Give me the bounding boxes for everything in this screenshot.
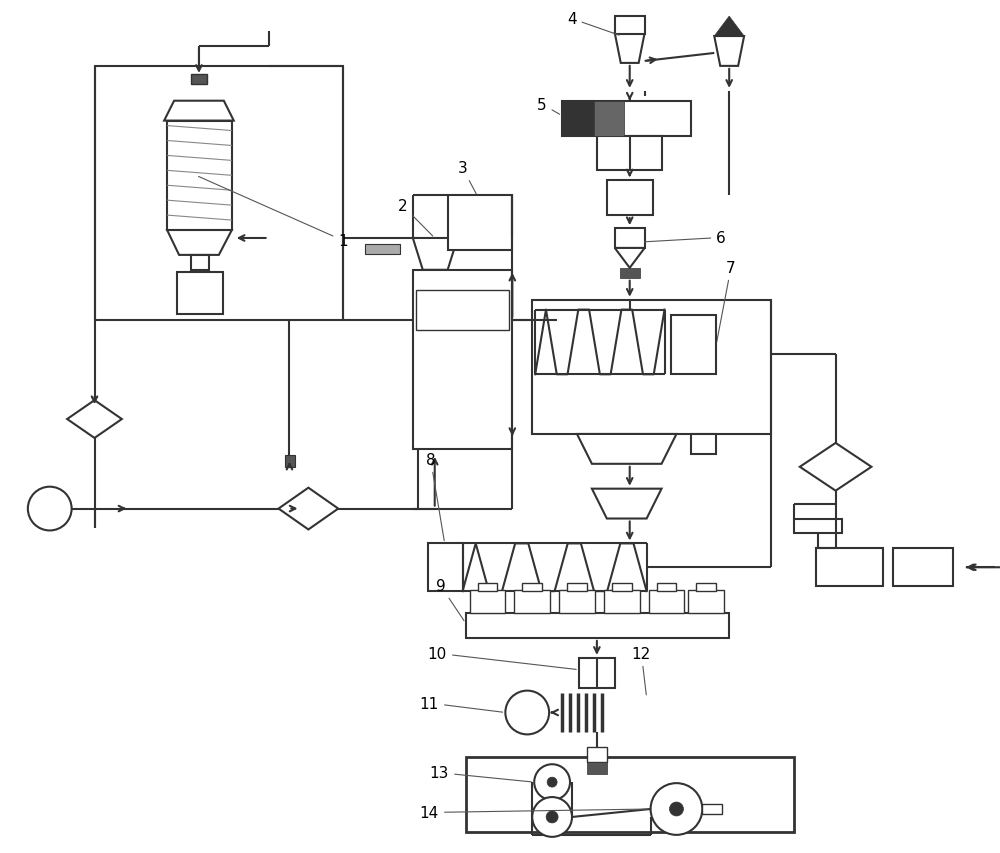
- Polygon shape: [167, 231, 232, 256]
- Bar: [95, 67, 343, 320]
- Bar: [696, 583, 716, 591]
- Bar: [365, 245, 400, 254]
- Polygon shape: [592, 489, 662, 519]
- Bar: [688, 590, 724, 613]
- Bar: [612, 583, 632, 591]
- Bar: [413, 270, 512, 450]
- Bar: [587, 747, 607, 763]
- Bar: [522, 583, 542, 591]
- Bar: [559, 590, 595, 613]
- Bar: [177, 272, 223, 314]
- Circle shape: [28, 487, 72, 531]
- Text: 10: 10: [428, 646, 576, 670]
- Polygon shape: [615, 34, 645, 64]
- Circle shape: [505, 691, 549, 734]
- Bar: [567, 583, 587, 591]
- Circle shape: [546, 811, 558, 823]
- Text: 2: 2: [398, 199, 433, 237]
- Circle shape: [651, 783, 702, 835]
- Text: 12: 12: [632, 646, 651, 695]
- Text: 1: 1: [199, 177, 348, 249]
- Bar: [657, 583, 676, 591]
- Text: 8: 8: [426, 452, 444, 541]
- Bar: [671, 316, 716, 374]
- Bar: [579, 658, 615, 688]
- Bar: [562, 102, 691, 136]
- Circle shape: [670, 802, 683, 816]
- Text: 9: 9: [436, 578, 464, 621]
- Circle shape: [532, 797, 572, 837]
- Bar: [691, 434, 716, 455]
- Bar: [167, 121, 232, 231]
- Text: 11: 11: [420, 696, 503, 712]
- Bar: [191, 75, 207, 84]
- Bar: [532, 300, 771, 434]
- Bar: [594, 102, 624, 136]
- Bar: [191, 256, 209, 270]
- Text: 3: 3: [458, 161, 476, 194]
- Circle shape: [534, 764, 570, 800]
- Bar: [285, 456, 295, 467]
- Polygon shape: [413, 239, 458, 270]
- Bar: [562, 102, 594, 136]
- Polygon shape: [800, 444, 871, 491]
- Bar: [470, 590, 505, 613]
- Bar: [794, 519, 842, 534]
- Text: 4: 4: [567, 12, 619, 36]
- Bar: [620, 269, 640, 278]
- Polygon shape: [714, 17, 744, 37]
- Polygon shape: [577, 434, 676, 464]
- Bar: [607, 181, 653, 216]
- Polygon shape: [164, 102, 234, 121]
- Text: 13: 13: [430, 765, 531, 782]
- Bar: [604, 590, 640, 613]
- Bar: [448, 196, 512, 251]
- Bar: [416, 290, 509, 330]
- Bar: [597, 136, 662, 171]
- Text: 7: 7: [717, 260, 736, 342]
- Polygon shape: [67, 401, 122, 438]
- Bar: [702, 804, 722, 814]
- Bar: [466, 757, 794, 832]
- Circle shape: [547, 777, 557, 787]
- Bar: [478, 583, 497, 591]
- Bar: [615, 229, 645, 248]
- Text: 14: 14: [420, 805, 648, 820]
- Polygon shape: [279, 488, 338, 530]
- Bar: [615, 17, 645, 35]
- Bar: [428, 543, 463, 591]
- Bar: [514, 590, 550, 613]
- Bar: [649, 590, 684, 613]
- Polygon shape: [615, 248, 645, 269]
- Bar: [816, 548, 883, 587]
- Bar: [893, 548, 953, 587]
- Text: 5: 5: [537, 97, 560, 115]
- Bar: [587, 763, 607, 775]
- Text: 6: 6: [644, 230, 726, 246]
- Polygon shape: [714, 37, 744, 67]
- Bar: [466, 613, 729, 638]
